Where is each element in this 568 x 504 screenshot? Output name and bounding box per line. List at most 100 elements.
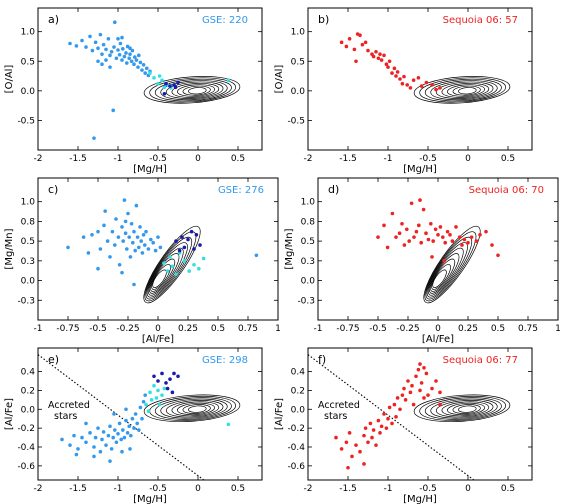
- data-point: [374, 49, 378, 54]
- plot-frame: [37, 347, 263, 481]
- panel-label: b): [318, 13, 329, 26]
- accreted-divider-line: [38, 354, 205, 480]
- data-point: [354, 443, 358, 447]
- data-point: [117, 421, 122, 426]
- data-point: [397, 231, 402, 236]
- data-point: [122, 435, 127, 440]
- data-point: [100, 437, 104, 442]
- x-tick-label: -1.5: [339, 154, 357, 164]
- data-point: [109, 49, 114, 54]
- data-point: [121, 428, 125, 432]
- data-point: [411, 78, 416, 82]
- contour-ring: [149, 77, 237, 103]
- data-point: [129, 221, 134, 226]
- y-tick-label: 0.8: [21, 217, 36, 227]
- contour-ring: [424, 78, 502, 102]
- data-point: [390, 421, 394, 426]
- data-point: [96, 59, 100, 64]
- data-point: [226, 78, 231, 82]
- x-tick-label: 0: [465, 484, 471, 494]
- data-point: [460, 243, 464, 247]
- contour-ring: [182, 404, 211, 414]
- accreted-label-line1: Accreted: [318, 400, 360, 411]
- data-point: [114, 217, 118, 221]
- data-point: [138, 225, 142, 229]
- data-point: [143, 393, 147, 397]
- data-point: [417, 223, 421, 228]
- density-contours: [143, 76, 241, 104]
- data-point: [144, 402, 148, 407]
- data-point: [414, 374, 418, 379]
- data-point: [128, 52, 132, 56]
- data-point: [168, 377, 172, 381]
- data-point: [131, 240, 135, 245]
- data-point: [109, 447, 114, 451]
- x-tick-label: -0.5: [419, 484, 437, 494]
- data-point: [140, 68, 144, 72]
- data-point: [382, 412, 386, 416]
- x-tick-label: -2: [34, 484, 43, 494]
- data-point: [127, 235, 131, 239]
- data-point: [197, 266, 201, 271]
- data-point: [104, 58, 108, 62]
- data-point: [363, 426, 368, 430]
- data-point: [384, 426, 389, 430]
- data-point: [101, 42, 106, 47]
- data-point: [426, 237, 431, 242]
- data-point: [152, 383, 156, 388]
- data-point: [103, 209, 107, 213]
- y-tick-label: -0.4: [287, 443, 305, 453]
- data-point: [154, 396, 159, 400]
- data-point: [135, 235, 140, 239]
- y-tick-label: 0.3: [21, 257, 35, 267]
- data-point: [98, 32, 103, 37]
- data-point: [405, 83, 410, 87]
- data-point: [376, 418, 381, 423]
- data-point: [124, 407, 128, 412]
- data-point: [170, 390, 175, 395]
- data-point: [430, 386, 434, 391]
- y-axis-label: [O/Al]: [4, 65, 15, 94]
- data-point: [457, 235, 462, 239]
- data-point: [344, 440, 349, 445]
- data-point: [438, 225, 443, 229]
- data-point: [98, 449, 103, 454]
- data-point: [433, 227, 438, 232]
- data-point: [434, 379, 438, 383]
- data-point: [180, 235, 184, 239]
- data-point: [162, 386, 167, 391]
- sample-count-label: GSE: 276: [218, 185, 264, 196]
- data-point: [424, 371, 429, 376]
- x-tick-label: 0: [435, 324, 441, 334]
- data-point: [411, 402, 416, 407]
- y-tick-label: 0.5: [291, 57, 305, 67]
- data-point: [450, 239, 455, 243]
- data-point: [162, 91, 167, 96]
- contour-ring: [424, 231, 477, 302]
- data-point: [132, 282, 136, 287]
- data-point: [394, 235, 398, 239]
- data-point: [186, 237, 190, 242]
- y-tick-label: 1.0: [21, 198, 36, 208]
- y-tick-label: 0.5: [21, 237, 35, 247]
- data-point: [382, 53, 386, 58]
- data-point: [125, 247, 129, 251]
- data-point: [187, 269, 191, 273]
- data-point: [398, 407, 402, 412]
- plot-frame: [307, 347, 533, 481]
- y-tick-label: 0.0: [21, 87, 36, 97]
- data-point: [133, 248, 137, 253]
- data-point: [74, 44, 79, 48]
- x-tick-label: 1: [555, 324, 561, 334]
- data-point: [424, 231, 428, 236]
- data-point: [157, 74, 162, 78]
- data-point: [400, 81, 405, 86]
- data-point: [368, 421, 373, 426]
- data-point: [394, 415, 398, 419]
- data-point: [426, 393, 430, 397]
- data-point: [124, 51, 128, 55]
- data-point: [403, 398, 408, 402]
- data-point: [129, 59, 134, 64]
- data-point: [429, 221, 433, 226]
- contour-ring: [165, 400, 224, 418]
